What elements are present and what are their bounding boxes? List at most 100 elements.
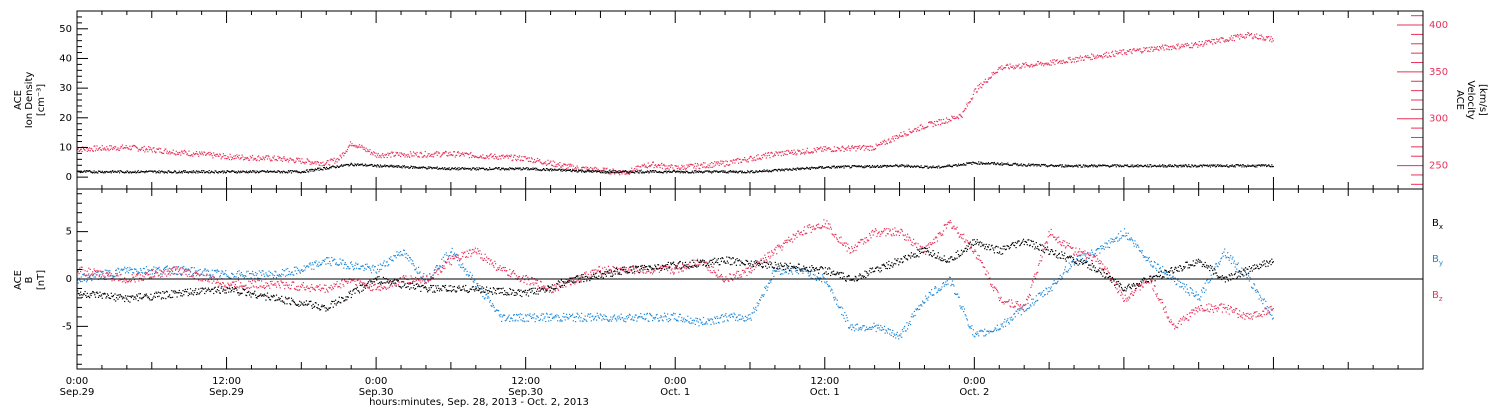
velocity-series-point [330,158,332,160]
by-series-point [922,300,924,302]
velocity-series-point [926,126,928,128]
velocity-series-point [1085,55,1087,57]
density-series-point [667,170,669,172]
density-series-point [1030,163,1032,165]
density-series-point [698,170,700,172]
by-series-point [1243,275,1245,277]
bz-series-point [141,279,143,281]
by-series-point [701,321,703,323]
velocity-series-point [1007,64,1009,66]
velocity-series-point [1183,46,1185,48]
by-series-point [520,319,522,321]
density-series-point [846,165,848,167]
by-series-point [252,273,254,275]
velocity-series-point [1212,39,1215,41]
by-series-point [1064,266,1066,268]
density-series-point [996,162,998,164]
density-series-point [847,165,849,167]
density-series-point [818,166,820,168]
by-series-point [748,318,750,320]
density-series-point [693,170,696,172]
by-series-point [1150,260,1152,262]
density-series-point [282,170,284,172]
velocity-series-point [670,166,672,168]
velocity-series-point [548,163,550,165]
density-series-point [797,168,800,170]
density-series-point [155,172,157,174]
by-series-point [889,329,891,331]
velocity-series-point [1118,52,1120,54]
by-series-point [729,314,731,316]
velocity-series-point [809,152,811,154]
density-series-point [695,171,697,174]
by-series-point [1186,284,1188,286]
velocity-series-point [402,153,404,155]
velocity-series-point [538,160,540,162]
density-series-point [388,166,390,168]
velocity-series-point [1137,49,1139,51]
by-series-point [778,270,780,272]
by-series-point [288,270,290,273]
by-series-point [1257,290,1259,292]
by-series-point [428,279,430,281]
density-series-point [1142,166,1144,168]
by-series-point [681,317,683,319]
by-series-point [423,273,425,275]
velocity-series-point [391,152,393,154]
by-series-point [1059,274,1061,276]
density-series-point [542,169,544,171]
density-series-point [1165,165,1167,167]
by-series-point [249,273,251,275]
density-series-point [983,163,985,165]
density-series-point [1145,165,1147,167]
by-series-point [1241,267,1243,269]
by-series-point [939,290,941,292]
velocity-series-point [866,145,868,147]
by-series-point [563,316,565,318]
bz-series-point [175,269,177,271]
by-series-point [412,260,414,262]
by-series-point [1173,277,1175,279]
by-series-point [1204,282,1206,284]
velocity-series-point [443,153,445,155]
velocity-series-point [874,148,877,150]
velocity-series-point [145,148,147,150]
velocity-series-point [102,148,104,150]
by-series-point [284,275,287,277]
by-series-point [1229,257,1231,259]
velocity-series-point [844,148,846,150]
velocity-series-point [951,115,953,117]
by-series-point [842,307,844,309]
density-series-point [153,170,155,172]
density-series-point [1121,165,1123,167]
by-series-point [387,265,389,267]
by-series-point [301,269,303,271]
by-series-point [794,270,797,272]
velocity-series-point [539,161,542,163]
density-series-point [758,171,760,173]
by-series-point [551,313,553,315]
by-series-point [712,321,714,323]
by-series-point [684,321,686,323]
density-series-point [354,163,356,165]
density-series-point [447,167,449,169]
by-series-point [937,289,939,291]
by-series-point [851,324,853,326]
density-series-point [1144,164,1146,167]
bz-series-point [138,280,140,282]
velocity-series-point [257,156,259,158]
velocity-series-point [455,154,457,156]
velocity-series-point [187,154,189,157]
by-series-point [548,316,550,318]
by-series-point [873,322,875,324]
velocity-series-point [747,161,749,163]
density-series-point [466,168,468,170]
density-series-point [925,165,927,168]
velocity-series-point [530,161,532,163]
by-series-point [973,335,975,337]
density-series-point [679,171,681,173]
density-series-point [151,170,153,172]
bz-series-point [128,280,130,282]
by-series-point [380,268,382,270]
velocity-series-point [331,158,333,161]
